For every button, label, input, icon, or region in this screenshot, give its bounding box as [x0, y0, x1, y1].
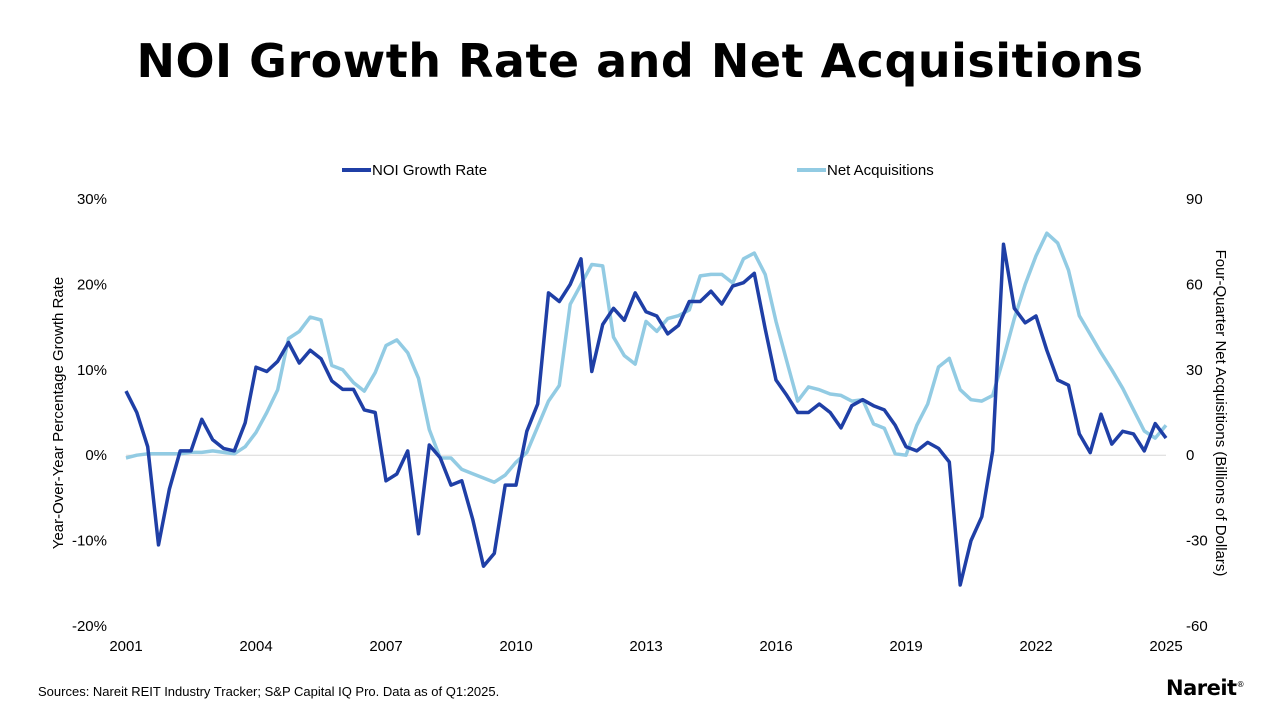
x-tick-label: 2010: [499, 638, 532, 655]
y-tick-label-right: -30: [1186, 533, 1208, 550]
y-tick-label-right: 30: [1186, 362, 1203, 379]
x-tick-label: 2025: [1149, 638, 1182, 655]
x-tick-label: 2004: [239, 638, 272, 655]
legend: NOI Growth Rate Net Acquisitions: [342, 162, 934, 179]
chart-title: NOI Growth Rate and Net Acquisitions: [136, 34, 1144, 88]
y-tick-label-right: -60: [1186, 618, 1208, 635]
series-line-noi-growth: [124, 242, 1168, 587]
y-tick-label-left: -10%: [72, 533, 107, 550]
y-tick-label-left: 10%: [77, 362, 107, 379]
x-tick-label: 2001: [109, 638, 142, 655]
y-tick-label-left: 30%: [77, 191, 107, 208]
nareit-logo: Nareit®: [1166, 676, 1245, 700]
y-tick-label-right: 60: [1186, 276, 1203, 293]
source-note: Sources: Nareit REIT Industry Tracker; S…: [38, 684, 500, 699]
y-tick-label-left: 20%: [77, 276, 107, 293]
y-tick-label-right: 0: [1186, 447, 1194, 464]
x-tick-label: 2013: [629, 638, 662, 655]
series-line-net-acquisitions: [125, 231, 1168, 484]
legend-acq-label: Net Acquisitions: [827, 162, 934, 179]
legend-noi-label: NOI Growth Rate: [372, 162, 487, 179]
x-tick-label: 2022: [1019, 638, 1052, 655]
y-axis-label-left: Year-Over-Year Percentage Growth Rate: [50, 277, 67, 549]
y-tick-label-right: 90: [1186, 191, 1203, 208]
x-tick-label: 2007: [369, 638, 402, 655]
logo-text: Nareit: [1166, 676, 1237, 700]
y-tick-label-left: 0%: [85, 447, 107, 464]
y-axis-label-right: Four-Quarter Net Acquisitions (Billions …: [1212, 250, 1229, 577]
logo-mark: ®: [1236, 680, 1245, 689]
x-tick-label: 2016: [759, 638, 792, 655]
x-tick-label: 2019: [889, 638, 922, 655]
y-tick-label-left: -20%: [72, 618, 107, 635]
